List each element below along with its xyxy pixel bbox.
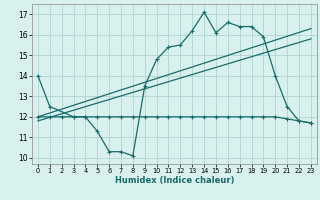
X-axis label: Humidex (Indice chaleur): Humidex (Indice chaleur) [115, 176, 234, 185]
